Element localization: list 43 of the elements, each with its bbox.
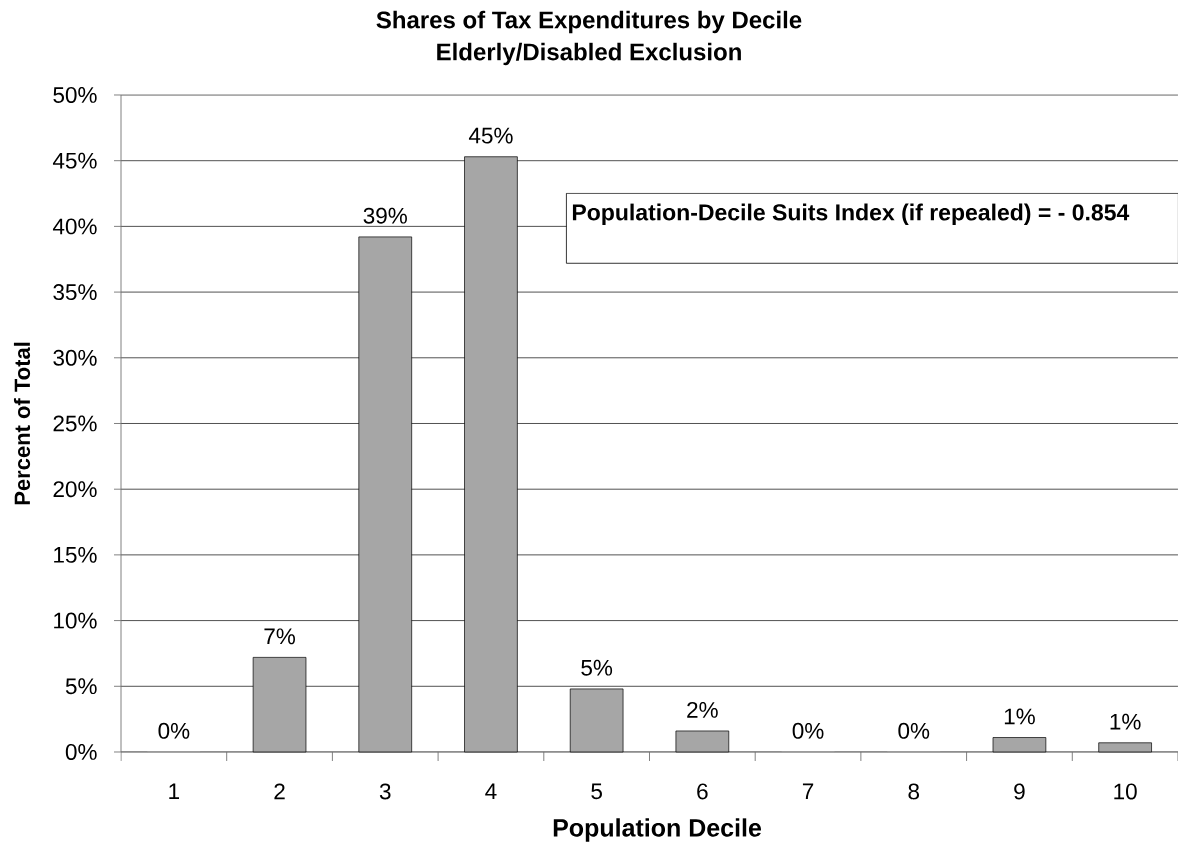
x-tick-label: 5 [591,783,602,800]
bar [1098,742,1152,753]
x-tick-label: 6 [697,783,708,800]
y-tick-label: 20% [53,481,97,498]
data-label: 45% [468,127,513,144]
x-tick-label: 7 [802,783,814,799]
y-tick-label: 25% [53,415,97,432]
data-label: 2% [687,701,718,718]
y-tick-label: 40% [52,218,97,235]
data-label: 1% [1004,708,1035,725]
chart-title: Shares of Tax Expenditures by Decile [376,10,802,34]
data-label: 7% [264,628,296,645]
y-tick-label: 0% [65,744,97,760]
x-tick-label: 4 [485,783,497,799]
chart-subtitle: Elderly/Disabled Exclusion [437,42,741,66]
x-tick-label: 9 [1014,783,1025,800]
y-tick-label: 15% [54,546,97,563]
bar [358,236,413,753]
x-tick-label: 1 [169,783,180,799]
x-tick-label: 2 [274,783,285,800]
y-tick-label: 35% [53,284,97,301]
data-label: 1% [1110,713,1141,730]
y-tick-label: 10% [54,612,97,629]
x-tick-label: 3 [379,783,391,800]
y-tick-label: 45% [52,152,97,169]
data-label: 0% [792,722,824,739]
x-tick-label: 8 [908,783,920,800]
data-label: 5% [581,659,613,676]
data-label: 39% [363,207,407,224]
bar [252,657,307,753]
data-label: 0% [158,722,190,739]
data-label: 0% [898,722,930,739]
annotation: Population-Decile Suits Index (if repealed) = - 0.854 [572,203,1130,226]
x-tick-label: 10 [1114,783,1137,800]
bar [992,737,1047,753]
bar [675,730,730,753]
bar [464,156,518,753]
y-tick-label: 30% [53,349,97,366]
y-tick-label: 5% [65,678,97,695]
y-axis-title: Percent of Total [13,342,31,505]
bar [569,688,624,753]
y-tick-label: 50% [53,87,97,103]
x-axis-title: Population Decile [553,818,762,842]
